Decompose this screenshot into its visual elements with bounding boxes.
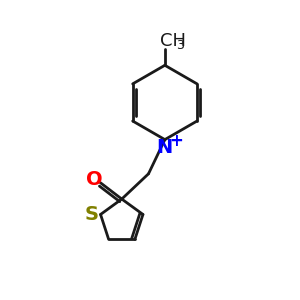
- Text: CH: CH: [160, 32, 185, 50]
- Text: 3: 3: [176, 39, 184, 52]
- Text: +: +: [169, 132, 183, 150]
- Text: S: S: [85, 205, 99, 224]
- Text: O: O: [85, 170, 102, 189]
- Text: N: N: [157, 138, 173, 158]
